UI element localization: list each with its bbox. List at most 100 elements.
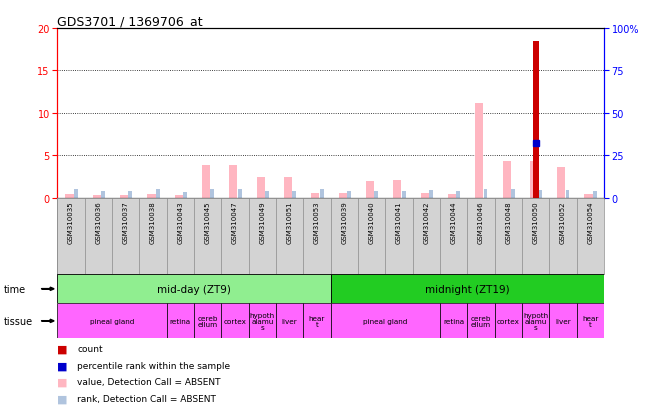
Bar	[292, 192, 296, 198]
Text: GSM310048: GSM310048	[506, 201, 512, 243]
Bar	[374, 192, 378, 198]
Text: liver: liver	[282, 318, 298, 324]
Bar	[147, 195, 156, 198]
Text: pineal gland: pineal gland	[90, 318, 134, 324]
Text: GSM310046: GSM310046	[478, 201, 484, 243]
Bar	[194, 198, 221, 275]
Text: GSM310047: GSM310047	[232, 201, 238, 243]
Bar	[557, 168, 566, 198]
Bar	[120, 196, 128, 198]
Bar	[84, 198, 112, 275]
Text: cortex: cortex	[497, 318, 519, 324]
Text: liver: liver	[555, 318, 571, 324]
Bar	[440, 304, 467, 339]
Bar	[429, 191, 433, 198]
Bar	[319, 190, 323, 198]
Bar	[475, 103, 483, 198]
Bar	[539, 191, 542, 198]
Text: GSM310045: GSM310045	[205, 201, 211, 243]
Bar	[202, 165, 210, 198]
Text: cortex: cortex	[224, 318, 246, 324]
Text: ■: ■	[57, 344, 68, 354]
Text: ■: ■	[57, 377, 68, 387]
Text: midnight (ZT19): midnight (ZT19)	[425, 284, 510, 294]
Text: rank, Detection Call = ABSENT: rank, Detection Call = ABSENT	[77, 394, 216, 403]
Text: count: count	[77, 344, 103, 354]
Bar	[331, 198, 358, 275]
Bar	[238, 190, 242, 198]
Text: value, Detection Call = ABSENT: value, Detection Call = ABSENT	[77, 377, 220, 387]
Bar	[156, 190, 160, 198]
Bar	[467, 304, 494, 339]
Bar	[549, 198, 577, 275]
Bar	[347, 192, 351, 198]
Bar	[276, 198, 304, 275]
Bar	[585, 195, 593, 198]
Bar	[331, 275, 604, 304]
Bar	[467, 198, 494, 275]
Text: time: time	[3, 284, 26, 294]
Bar	[284, 177, 292, 198]
Bar	[339, 194, 346, 198]
Text: ■: ■	[57, 394, 68, 404]
Text: hypoth
alamu
s: hypoth alamu s	[249, 312, 275, 330]
Bar	[211, 190, 214, 198]
Text: GSM310039: GSM310039	[341, 201, 347, 243]
Text: percentile rank within the sample: percentile rank within the sample	[77, 361, 230, 370]
Bar	[577, 304, 604, 339]
Bar	[183, 192, 187, 198]
Bar	[167, 304, 194, 339]
Text: GSM310038: GSM310038	[150, 201, 156, 243]
Bar	[276, 304, 304, 339]
Bar	[312, 194, 319, 198]
Bar	[494, 304, 522, 339]
Text: GSM310043: GSM310043	[178, 201, 183, 243]
Bar	[484, 190, 488, 198]
Bar	[175, 196, 183, 198]
Bar	[494, 198, 522, 275]
Bar	[257, 177, 265, 198]
Text: retina: retina	[170, 318, 191, 324]
Text: ■: ■	[57, 361, 68, 370]
Text: cereb
ellum: cereb ellum	[471, 315, 491, 327]
Bar	[511, 190, 515, 198]
Bar	[593, 192, 597, 198]
Bar	[112, 198, 139, 275]
Text: GSM310050: GSM310050	[533, 201, 539, 243]
Bar	[456, 192, 460, 198]
Text: hear
t: hear t	[582, 315, 599, 327]
Text: GSM310051: GSM310051	[286, 201, 292, 243]
Text: tissue: tissue	[3, 316, 32, 326]
Bar	[265, 192, 269, 198]
Bar	[522, 198, 549, 275]
Bar	[221, 198, 249, 275]
Bar	[502, 162, 511, 198]
Bar	[358, 198, 385, 275]
Bar	[440, 198, 467, 275]
Bar	[530, 162, 538, 198]
Bar	[74, 190, 78, 198]
Bar	[249, 304, 276, 339]
Text: GSM310035: GSM310035	[68, 201, 74, 243]
Text: retina: retina	[443, 318, 464, 324]
Text: cereb
ellum: cereb ellum	[197, 315, 218, 327]
Bar	[57, 198, 84, 275]
Text: hear
t: hear t	[309, 315, 325, 327]
Bar	[420, 194, 429, 198]
Bar	[304, 304, 331, 339]
Text: pineal gland: pineal gland	[363, 318, 407, 324]
Bar	[92, 196, 101, 198]
Bar	[229, 165, 238, 198]
Bar	[549, 304, 577, 339]
Text: hypoth
alamu
s: hypoth alamu s	[523, 312, 548, 330]
Bar	[129, 192, 132, 198]
Bar	[167, 198, 194, 275]
Text: GSM310042: GSM310042	[423, 201, 429, 243]
Text: GSM310041: GSM310041	[396, 201, 402, 243]
Text: GDS3701 / 1369706_at: GDS3701 / 1369706_at	[57, 15, 203, 28]
Bar	[331, 304, 440, 339]
Bar	[393, 180, 401, 198]
Text: GSM310054: GSM310054	[587, 201, 593, 243]
Text: GSM310036: GSM310036	[96, 201, 102, 243]
Bar	[566, 191, 570, 198]
